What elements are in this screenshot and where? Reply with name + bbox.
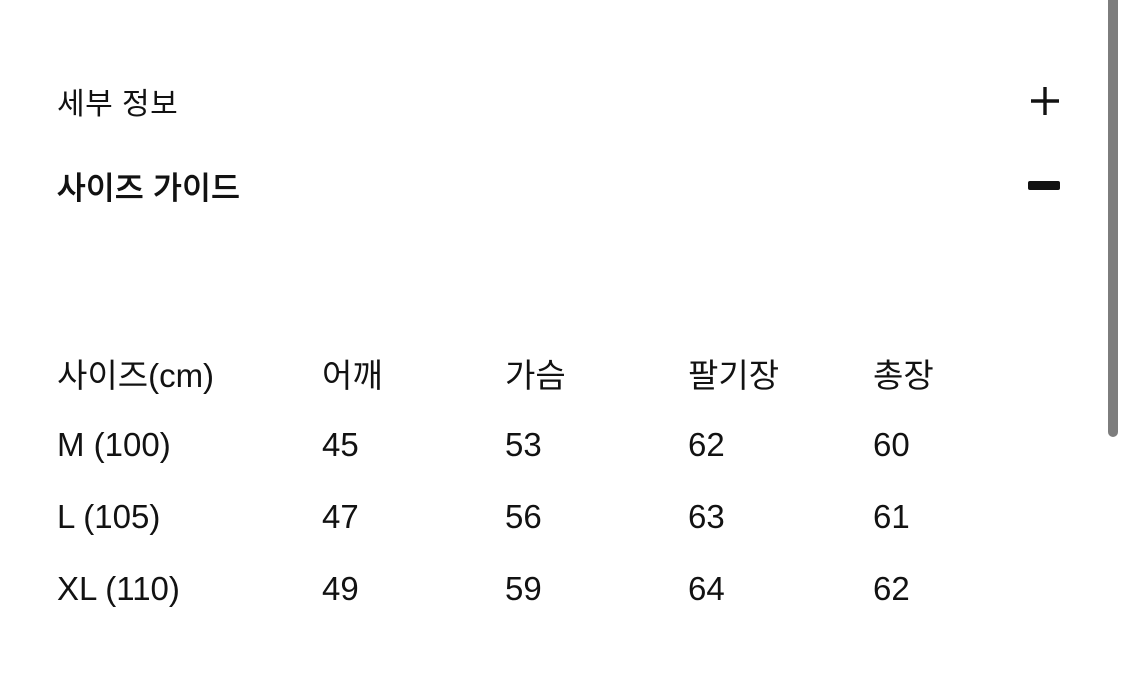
plus-icon[interactable] — [1030, 86, 1060, 116]
minus-icon[interactable] — [1028, 180, 1060, 190]
column-header-length: 총장 — [873, 357, 934, 394]
column-header-sleeve: 팔기장 — [688, 357, 780, 394]
scrollbar-thumb[interactable] — [1108, 0, 1118, 437]
section-title-size-guide: 사이즈 가이드 — [57, 170, 241, 206]
table-cell: 62 — [873, 570, 910, 607]
table-cell-size: XL (110) — [57, 570, 180, 607]
table-cell-size: M (100) — [57, 426, 171, 463]
table-cell-size: L (105) — [57, 498, 161, 535]
section-title-details: 세부 정보 — [57, 88, 179, 121]
column-header-shoulder: 어깨 — [322, 357, 383, 394]
column-header-chest: 가슴 — [505, 357, 566, 394]
table-cell: 64 — [688, 570, 725, 607]
table-cell: 56 — [505, 498, 542, 535]
table-cell: 61 — [873, 498, 910, 535]
table-cell: 49 — [322, 570, 359, 607]
size-guide-table: 사이즈(cm) 어깨 가슴 팔기장 총장 M (100) 45 53 62 60… — [57, 337, 1060, 625]
table-cell: 60 — [873, 426, 910, 463]
accordion-section-size-guide[interactable]: 사이즈 가이드 — [57, 155, 1060, 215]
table-cell: 62 — [688, 426, 725, 463]
table-cell: 47 — [322, 498, 359, 535]
table-cell: 53 — [505, 426, 542, 463]
table-cell: 45 — [322, 426, 359, 463]
table-cell: 63 — [688, 498, 725, 535]
table-cell: 59 — [505, 570, 542, 607]
accordion-section-details[interactable]: 세부 정보 — [57, 70, 1060, 132]
column-header-size: 사이즈(cm) — [57, 357, 215, 394]
